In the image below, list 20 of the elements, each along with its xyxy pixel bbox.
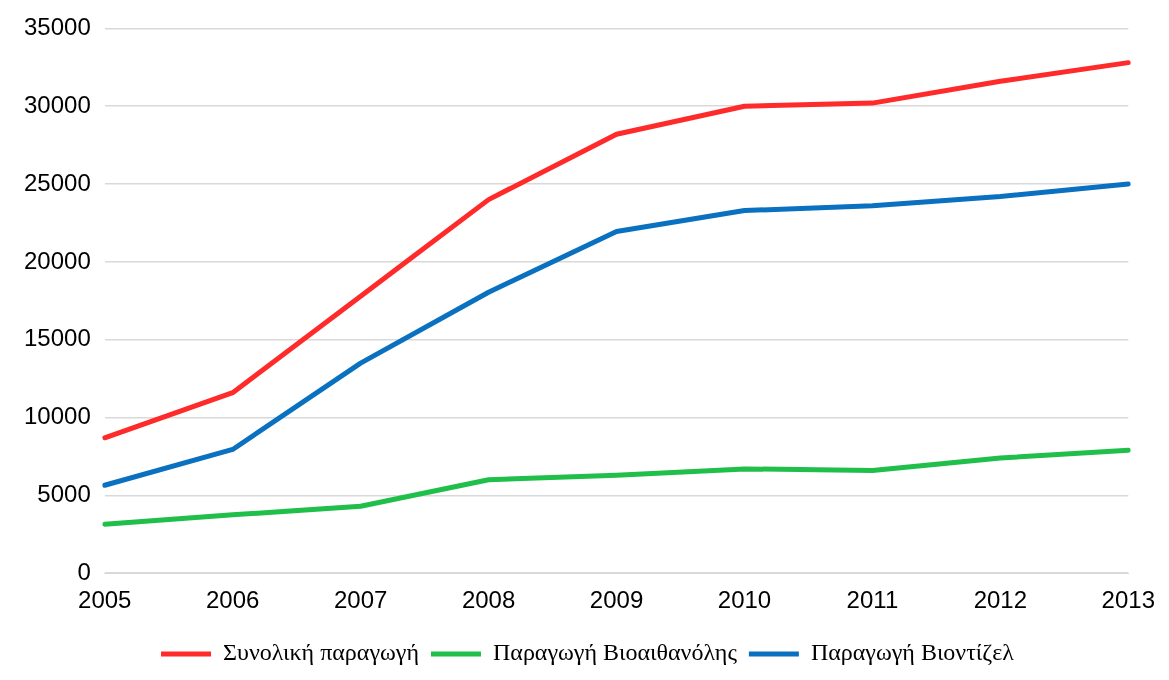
y-tick-label: 30000 [23, 90, 91, 118]
y-tick-label: 25000 [23, 168, 91, 196]
x-tick-label: 2010 [717, 586, 772, 614]
x-tick-label: 2008 [461, 586, 516, 614]
x-tick-label: 2011 [846, 586, 899, 614]
legend-label: Παραγωγή Βιοαιθανόλης [492, 639, 738, 666]
x-tick-label: 2013 [1101, 586, 1155, 614]
legend-label: Παραγωγή Βιοντίζελ [810, 639, 1015, 666]
legend-label: Συνολική παραγωγή [223, 639, 419, 666]
y-tick-label: 0 [77, 557, 91, 585]
x-tick-label: 2009 [589, 586, 644, 614]
y-tick-label: 35000 [23, 13, 91, 41]
x-tick-label: 2006 [205, 586, 260, 614]
y-tick-label: 15000 [23, 324, 91, 352]
x-tick-label: 2007 [333, 586, 388, 614]
y-tick-label: 10000 [23, 402, 91, 430]
x-tick-label: 2005 [78, 586, 132, 614]
y-tick-label: 20000 [23, 246, 91, 274]
y-tick-label: 5000 [37, 480, 91, 507]
x-tick-label: 2012 [973, 586, 1028, 614]
